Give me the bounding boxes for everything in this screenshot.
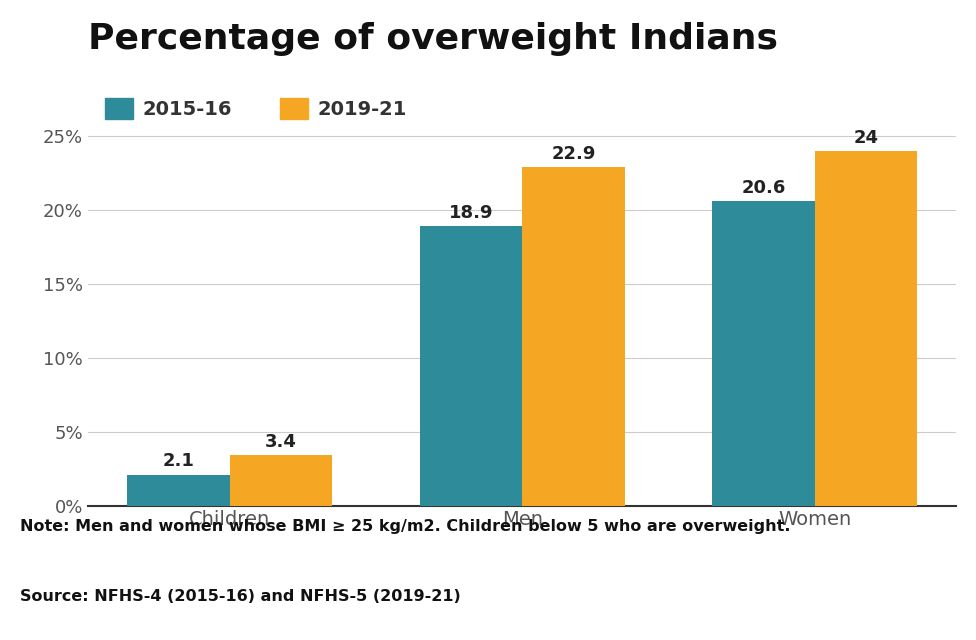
Bar (712, 202, 815, 506)
Bar (522, 168, 625, 506)
Text: B: B (851, 588, 867, 606)
Legend: 2015-16, 2019-21: 2015-16, 2019-21 (98, 90, 415, 127)
Bar (229, 456, 332, 506)
Text: 24: 24 (853, 129, 878, 147)
Text: 18.9: 18.9 (449, 204, 493, 222)
Text: 22.9: 22.9 (551, 145, 595, 163)
Text: 20.6: 20.6 (741, 179, 786, 197)
Text: Note: Men and women whose BMI ≥ 25 kg/m2. Children below 5 who are overweight.: Note: Men and women whose BMI ≥ 25 kg/m2… (20, 519, 790, 534)
Bar (420, 227, 522, 506)
Text: 3.4: 3.4 (264, 433, 297, 451)
Text: 2.1: 2.1 (163, 452, 194, 470)
Text: B: B (893, 588, 909, 606)
Text: Percentage of overweight Indians: Percentage of overweight Indians (88, 22, 778, 56)
Bar (127, 475, 229, 506)
Text: C: C (936, 588, 950, 606)
Text: Source: NFHS-4 (2015-16) and NFHS-5 (2019-21): Source: NFHS-4 (2015-16) and NFHS-5 (201… (20, 589, 461, 604)
Bar (815, 151, 917, 506)
